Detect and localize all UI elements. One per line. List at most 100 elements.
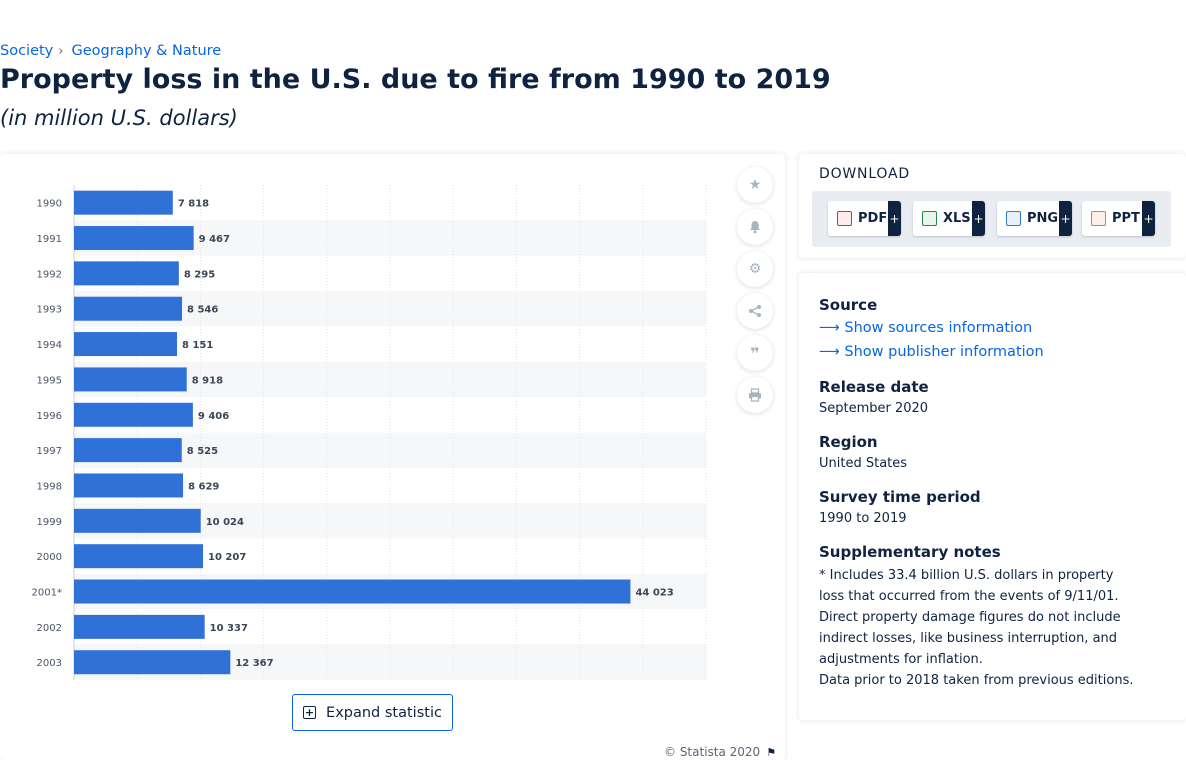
breadcrumb-society-link[interactable]: Society (0, 43, 54, 59)
bar (74, 190, 173, 215)
expand-statistic-button[interactable]: + Expand statistic (292, 694, 453, 731)
breadcrumb-geography-link[interactable]: Geography & Nature (71, 43, 222, 59)
category-label: 1993 (37, 305, 62, 316)
supplementary-notes: * Includes 33.4 billion U.S. dollars in … (819, 565, 1141, 691)
bar (74, 614, 205, 639)
category-label: 2002 (37, 623, 62, 634)
expand-statistic-label: Expand statistic (326, 704, 442, 721)
download-card: DOWNLOAD PDF + XLS + PNG + PPT + (799, 154, 1186, 258)
category-label: 2000 (37, 552, 62, 563)
download-ppt-label: PPT (1112, 211, 1140, 226)
settings-button[interactable]: ⚙ (737, 251, 773, 287)
data-label: 8 295 (184, 269, 215, 280)
download-pdf-button[interactable]: PDF + (828, 201, 901, 236)
page-title: Property loss in the U.S. due to fire fr… (0, 64, 831, 95)
category-label: 1995 (37, 375, 62, 386)
arrow-right-icon: ⟶ (819, 344, 845, 360)
plus-icon: + (972, 201, 985, 236)
data-label: 10 337 (210, 623, 248, 634)
data-label: 10 207 (208, 552, 246, 563)
print-button[interactable] (737, 377, 773, 413)
bar (74, 296, 183, 321)
breadcrumb: Society › Geography & Nature (0, 43, 221, 59)
bell-icon (750, 221, 760, 234)
category-label: 1992 (37, 269, 62, 280)
bar (74, 508, 201, 533)
source-heading: Source (819, 296, 878, 314)
category-label: 1990 (37, 199, 62, 210)
data-label: 9 406 (198, 411, 229, 422)
category-label: 2001* (32, 588, 62, 599)
bar (74, 473, 184, 498)
data-label: 10 024 (206, 517, 244, 528)
download-ppt-button[interactable]: PPT + (1082, 201, 1155, 236)
data-label: 9 467 (199, 234, 230, 245)
show-publisher-link[interactable]: ⟶ Show publisher information (819, 344, 1044, 360)
print-icon (749, 388, 761, 402)
data-label: 8 918 (192, 375, 223, 386)
download-png-label: PNG (1027, 211, 1059, 226)
region-heading: Region (819, 433, 878, 451)
notes-text-editions: Data prior to 2018 taken from previous e… (819, 673, 1134, 688)
cite-button[interactable]: ❞ (737, 335, 773, 371)
xls-file-icon (922, 211, 937, 226)
quote-icon: ❞ (750, 343, 760, 363)
copyright: © Statista 2020 ⚑ (664, 745, 776, 759)
survey-heading: Survey time period (819, 488, 981, 506)
category-label: 1999 (37, 517, 62, 528)
bar (74, 579, 631, 604)
category-label: 1998 (37, 481, 62, 492)
download-title: DOWNLOAD (819, 166, 910, 182)
download-pdf-label: PDF (858, 211, 888, 226)
release-value: September 2020 (819, 401, 929, 416)
bar (74, 402, 193, 427)
flag-icon[interactable]: ⚑ (766, 746, 777, 759)
expand-icon: + (303, 705, 317, 719)
bar (74, 226, 194, 251)
category-label: 1997 (37, 446, 62, 457)
notification-button[interactable] (737, 209, 773, 245)
plus-icon: + (1059, 201, 1072, 236)
category-label: 1994 (37, 340, 62, 351)
arrow-right-icon: ⟶ (819, 320, 845, 336)
download-xls-label: XLS (943, 211, 971, 226)
data-label: 8 525 (187, 446, 218, 457)
category-label: 2003 (37, 658, 62, 669)
pdf-file-icon (837, 211, 852, 226)
breadcrumb-separator: › (58, 43, 64, 59)
category-label: 1991 (37, 234, 62, 245)
share-button[interactable] (737, 293, 773, 329)
bar (74, 650, 231, 675)
download-png-button[interactable]: PNG + (997, 201, 1072, 236)
data-label: 8 546 (187, 305, 218, 316)
release-heading: Release date (819, 378, 929, 396)
plus-icon: + (1142, 201, 1155, 236)
download-xls-button[interactable]: XLS + (913, 201, 985, 236)
favorite-button[interactable]: ★ (737, 167, 773, 203)
download-buttons: PDF + XLS + PNG + PPT + (812, 191, 1171, 247)
notes-text: * Includes 33.4 billion U.S. dollars in … (819, 568, 1121, 667)
region-value: United States (819, 456, 908, 471)
bar (74, 367, 187, 392)
bar-chart: 1990 7 818 1991 9 467 1992 8 295 1993 8 546 1994… (32, 185, 707, 680)
data-label: 7 818 (178, 199, 209, 210)
bar (74, 438, 182, 463)
show-publisher-label: Show publisher information (844, 344, 1044, 360)
category-label: 1996 (37, 411, 62, 422)
bar (74, 544, 204, 569)
notes-heading: Supplementary notes (819, 543, 1001, 561)
bar (74, 261, 179, 286)
data-label: 44 023 (635, 588, 673, 599)
plus-icon: + (888, 201, 901, 236)
ppt-file-icon (1091, 211, 1106, 226)
data-label: 8 629 (188, 481, 219, 492)
page-subtitle: (in million U.S. dollars) (0, 106, 238, 130)
share-icon (749, 305, 761, 317)
survey-value: 1990 to 2019 (819, 511, 907, 526)
png-file-icon (1006, 211, 1021, 226)
bar (74, 332, 178, 357)
data-label: 8 151 (182, 340, 213, 351)
star-icon: ★ (748, 177, 762, 193)
show-sources-link[interactable]: ⟶ Show sources information (819, 320, 1032, 336)
